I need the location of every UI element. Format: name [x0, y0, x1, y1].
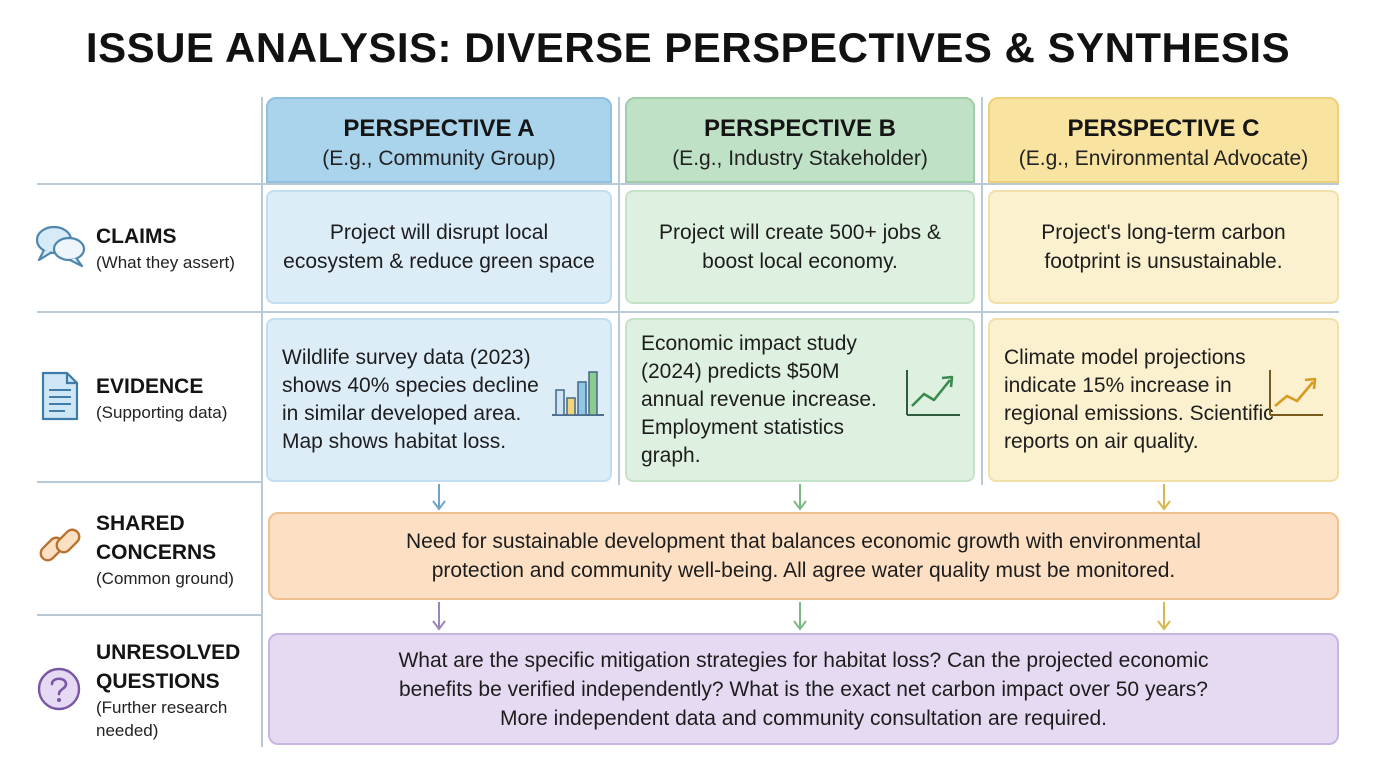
- down-arrow-icon: [793, 602, 807, 631]
- shared-label-line2: CONCERNS: [96, 541, 217, 564]
- evidence-text-c: Climate model projections indicate 15% i…: [1004, 346, 1274, 453]
- evidence-cell-b: Economic impact study (2024) predicts $5…: [625, 318, 975, 482]
- unresolved-row-label: UNRESOLVED QUESTIONS (Further research n…: [96, 638, 240, 742]
- down-arrow-icon: [432, 602, 446, 631]
- shared-label-line1: SHARED: [96, 512, 185, 535]
- perspective-a-subtitle: (E.g., Community Group): [322, 147, 556, 170]
- trend-up-chart-icon: [1269, 370, 1323, 416]
- column-divider-bc: [981, 97, 983, 485]
- column-divider-ab: [618, 97, 620, 485]
- perspective-a-header: PERSPECTIVE A (E.g., Community Group): [266, 97, 612, 183]
- claims-label: CLAIMS: [96, 225, 177, 248]
- unresolved-questions-box: What are the specific mitigation strateg…: [268, 633, 1339, 745]
- question-mark-icon: [37, 667, 81, 711]
- row-divider-evidence: [37, 481, 261, 483]
- row-divider-claims: [37, 311, 1339, 313]
- bar-chart-icon: [552, 371, 604, 416]
- down-arrow-icon: [1157, 484, 1171, 511]
- down-arrow-icon: [793, 484, 807, 511]
- evidence-sublabel: (Supporting data): [96, 403, 228, 422]
- evidence-cell-c: Climate model projections indicate 15% i…: [988, 318, 1339, 482]
- document-icon: [41, 371, 79, 421]
- shared-concerns-box: Need for sustainable development that ba…: [268, 512, 1339, 600]
- claim-text-a: Project will disrupt local ecosystem & r…: [283, 221, 595, 273]
- claim-cell-c: Project's long-term carbon footprint is …: [988, 190, 1339, 304]
- claim-text-b: Project will create 500+ jobs & boost lo…: [659, 221, 941, 273]
- perspective-b-subtitle: (E.g., Industry Stakeholder): [672, 147, 928, 170]
- claim-text-c: Project's long-term carbon footprint is …: [1041, 221, 1286, 273]
- unresolved-line1: What are the specific mitigation strateg…: [398, 648, 1209, 672]
- shared-concerns-line2: protection and community well-being. All…: [431, 559, 1176, 582]
- row-divider-header: [37, 183, 1339, 185]
- claim-cell-b: Project will create 500+ jobs & boost lo…: [625, 190, 975, 304]
- perspective-b-title: PERSPECTIVE B: [703, 115, 897, 142]
- perspective-c-subtitle: (E.g., Environmental Advocate): [1018, 147, 1309, 170]
- unresolved-line3: More independent data and community cons…: [499, 706, 1108, 730]
- evidence-row-label: EVIDENCE (Supporting data): [96, 372, 227, 424]
- shared-sublabel: (Common ground): [96, 569, 234, 588]
- unresolved-sublabel-line2: needed): [96, 721, 159, 740]
- claim-cell-a: Project will disrupt local ecosystem & r…: [266, 190, 612, 304]
- perspective-b-header: PERSPECTIVE B (E.g., Industry Stakeholde…: [625, 97, 975, 183]
- evidence-text-b: Economic impact study (2024) predicts $5…: [641, 332, 877, 467]
- speech-bubbles-icon: [35, 225, 86, 268]
- down-arrow-icon: [432, 484, 446, 511]
- shared-concerns-line1: Need for sustainable development that ba…: [406, 530, 1201, 553]
- unresolved-sublabel-line1: (Further research: [96, 698, 228, 717]
- down-arrow-icon: [1157, 602, 1171, 631]
- unresolved-label-line1: UNRESOLVED: [96, 641, 241, 664]
- chain-link-icon: [39, 528, 81, 562]
- page-title: ISSUE ANALYSIS: DIVERSE PERSPECTIVES & S…: [85, 24, 1291, 71]
- unresolved-label-line2: QUESTIONS: [96, 670, 220, 693]
- claims-row-label: CLAIMS (What they assert): [96, 222, 235, 274]
- unresolved-line2: benefits be verified independently? What…: [399, 677, 1208, 701]
- perspective-c-title: PERSPECTIVE C: [1067, 115, 1260, 142]
- claims-sublabel: (What they assert): [96, 253, 235, 272]
- evidence-label: EVIDENCE: [96, 375, 204, 398]
- evidence-cell-a: Wildlife survey data (2023) shows 40% sp…: [266, 318, 612, 482]
- evidence-text-a: Wildlife survey data (2023) shows 40% sp…: [282, 346, 539, 453]
- perspective-a-title: PERSPECTIVE A: [343, 115, 535, 142]
- row-divider-shared: [37, 614, 261, 616]
- shared-row-label: SHARED CONCERNS (Common ground): [96, 509, 234, 590]
- vertical-divider: [261, 97, 263, 747]
- perspective-c-header: PERSPECTIVE C (E.g., Environmental Advoc…: [988, 97, 1339, 183]
- trend-up-chart-icon: [906, 370, 960, 416]
